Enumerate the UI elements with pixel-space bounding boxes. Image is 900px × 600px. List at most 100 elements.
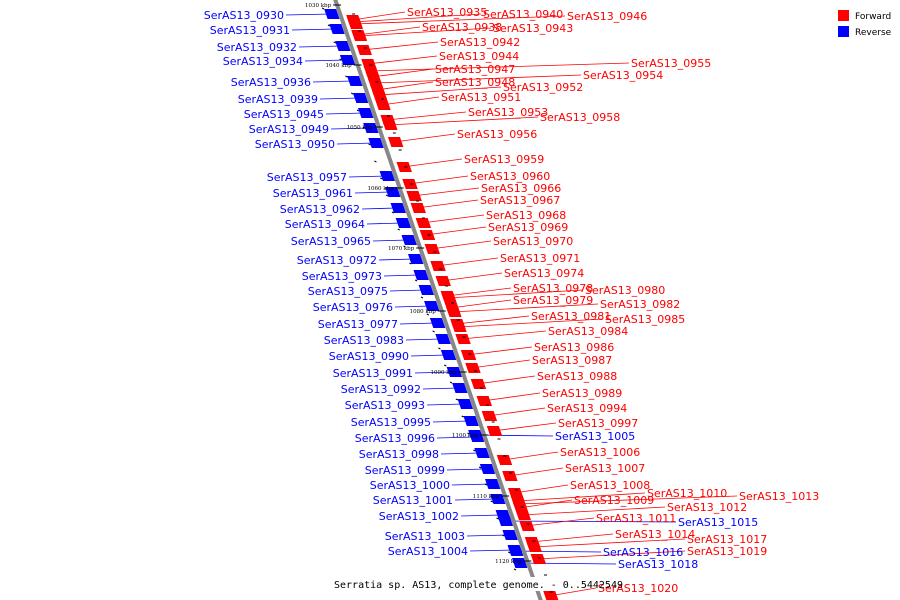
gene-label-seras13-0938[interactable]: SerAS13_0938 xyxy=(422,21,502,34)
gene-label-seras13-0997[interactable]: SerAS13_0997 xyxy=(558,417,638,430)
gene-label-seras13-0984[interactable]: SerAS13_0984 xyxy=(548,325,628,338)
gene-label-seras13-0996[interactable]: SerAS13_0996 xyxy=(355,432,435,445)
gene-label-seras13-1002[interactable]: SerAS13_1002 xyxy=(379,510,459,523)
gene-glyph xyxy=(367,78,384,88)
gene-label-seras13-0980[interactable]: SerAS13_0980 xyxy=(585,284,665,297)
gene-label-seras13-1020[interactable]: SerAS13_1020 xyxy=(598,582,678,595)
gene-label-seras13-0981[interactable]: SerAS13_0981 xyxy=(531,310,611,323)
gene-label-seras13-0947[interactable]: SerAS13_0947 xyxy=(435,63,515,76)
gene-label-seras13-1007[interactable]: SerAS13_1007 xyxy=(565,462,645,475)
axis-ticks: 1030 kbp 1040 kbp 1050 kbp 1060 kbp 1070 kbp… xyxy=(305,3,532,565)
gene-connector xyxy=(377,86,502,96)
gene-label-seras13-0967[interactable]: SerAS13_0967 xyxy=(480,194,560,207)
gene-label-seras13-0940[interactable]: SerAS13_0940 xyxy=(483,8,563,21)
gene-label-seras13-0992[interactable]: SerAS13_0992 xyxy=(341,383,421,396)
gene-label-seras13-0930[interactable]: SerAS13_0930 xyxy=(204,9,284,22)
gene-label-seras13-0994[interactable]: SerAS13_0994 xyxy=(547,402,627,415)
gene-label-seras13-0944[interactable]: SerAS13_0944 xyxy=(439,50,519,63)
gene-label-seras13-1001[interactable]: SerAS13_1001 xyxy=(373,494,453,507)
gene-label-seras13-0982[interactable]: SerAS13_0982 xyxy=(600,298,680,311)
gene-label-seras13-0966[interactable]: SerAS13_0966 xyxy=(481,182,561,195)
gene-label-seras13-0991[interactable]: SerAS13_0991 xyxy=(333,367,413,380)
gene-label-seras13-0957[interactable]: SerAS13_0957 xyxy=(267,171,347,184)
gene-label-seras13-1019[interactable]: SerAS13_1019 xyxy=(687,545,767,558)
gene-label-seras13-1003[interactable]: SerAS13_1003 xyxy=(385,530,465,543)
gene-glyph xyxy=(352,93,369,103)
gene-label-seras13-0976[interactable]: SerAS13_0976 xyxy=(313,301,393,314)
gene-label-seras13-1013[interactable]: SerAS13_1013 xyxy=(739,490,819,503)
gene-label-seras13-0972[interactable]: SerAS13_0972 xyxy=(297,254,377,267)
gene-label-seras13-0968[interactable]: SerAS13_0968 xyxy=(486,209,566,222)
gene-labels[interactable]: SerAS13_0930SerAS13_0931SerAS13_0932SerA… xyxy=(204,6,820,595)
gene-label-seras13-1000[interactable]: SerAS13_1000 xyxy=(370,479,450,492)
gene-label-seras13-0952[interactable]: SerAS13_0952 xyxy=(503,81,583,94)
gene-label-seras13-0962[interactable]: SerAS13_0962 xyxy=(280,203,360,216)
gene-label-seras13-0990[interactable]: SerAS13_0990 xyxy=(329,350,409,363)
gene-label-seras13-1011[interactable]: SerAS13_1011 xyxy=(596,512,676,525)
gene-label-seras13-0954[interactable]: SerAS13_0954 xyxy=(583,69,663,82)
gene-label-seras13-0931[interactable]: SerAS13_0931 xyxy=(210,24,290,37)
gene-label-seras13-0971[interactable]: SerAS13_0971 xyxy=(500,252,580,265)
gene-label-seras13-0970[interactable]: SerAS13_0970 xyxy=(493,235,573,248)
gene-label-seras13-0961[interactable]: SerAS13_0961 xyxy=(273,187,353,200)
gene-label-seras13-0974[interactable]: SerAS13_0974 xyxy=(504,267,584,280)
gene-label-seras13-0959[interactable]: SerAS13_0959 xyxy=(464,153,544,166)
gene-label-seras13-0951[interactable]: SerAS13_0951 xyxy=(441,91,521,104)
gene-label-seras13-0975[interactable]: SerAS13_0975 xyxy=(308,285,388,298)
gene-label-seras13-0960[interactable]: SerAS13_0960 xyxy=(470,170,550,183)
gene-glyph xyxy=(502,530,518,540)
gene-label-seras13-0953[interactable]: SerAS13_0953 xyxy=(468,106,548,119)
gene-label-seras13-1010[interactable]: SerAS13_1010 xyxy=(647,487,727,500)
gene-label-seras13-0950[interactable]: SerAS13_0950 xyxy=(255,138,335,151)
gene-label-seras13-0934[interactable]: SerAS13_0934 xyxy=(223,55,303,68)
gene-label-seras13-0949[interactable]: SerAS13_0949 xyxy=(249,123,329,136)
gene-label-seras13-0936[interactable]: SerAS13_0936 xyxy=(231,76,311,89)
gene-label-seras13-0969[interactable]: SerAS13_0969 xyxy=(488,221,568,234)
gene-label-seras13-1004[interactable]: SerAS13_1004 xyxy=(388,545,468,558)
gene-label-seras13-0998[interactable]: SerAS13_0998 xyxy=(359,448,439,461)
gene-label-seras13-1008[interactable]: SerAS13_1008 xyxy=(570,479,650,492)
track-mark xyxy=(484,483,488,486)
gene-label-seras13-0999[interactable]: SerAS13_0999 xyxy=(365,464,445,477)
gene-label-seras13-0983[interactable]: SerAS13_0983 xyxy=(324,334,404,347)
gene-label-seras13-0978[interactable]: SerAS13_0978 xyxy=(513,282,593,295)
gene-label-seras13-1014[interactable]: SerAS13_1014 xyxy=(615,528,695,541)
gene-label-seras13-0986[interactable]: SerAS13_0986 xyxy=(534,341,614,354)
gene-label-seras13-0956[interactable]: SerAS13_0956 xyxy=(457,128,537,141)
gene-label-seras13-1015[interactable]: SerAS13_1015 xyxy=(678,516,758,529)
gene-label-seras13-1018[interactable]: SerAS13_1018 xyxy=(618,558,698,571)
gene-label-seras13-0989[interactable]: SerAS13_0989 xyxy=(542,387,622,400)
gene-label-seras13-1005[interactable]: SerAS13_1005 xyxy=(555,430,635,443)
gene-label-seras13-0964[interactable]: SerAS13_0964 xyxy=(285,218,365,231)
gene-label-seras13-0946[interactable]: SerAS13_0946 xyxy=(567,10,647,23)
gene-glyph xyxy=(497,516,514,526)
gene-label-seras13-0973[interactable]: SerAS13_0973 xyxy=(302,270,382,283)
gene-label-seras13-1009[interactable]: SerAS13_1009 xyxy=(574,494,654,507)
gene-label-seras13-0988[interactable]: SerAS13_0988 xyxy=(537,370,617,383)
gene-label-seras13-0943[interactable]: SerAS13_0943 xyxy=(493,22,573,35)
gene-label-seras13-1012[interactable]: SerAS13_1012 xyxy=(667,501,747,514)
gene-label-seras13-0935[interactable]: SerAS13_0935 xyxy=(407,6,487,19)
gene-label-seras13-1016[interactable]: SerAS13_1016 xyxy=(603,546,683,559)
gene-label-seras13-0958[interactable]: SerAS13_0958 xyxy=(540,111,620,124)
gene-label-seras13-0995[interactable]: SerAS13_0995 xyxy=(351,416,431,429)
gene-label-seras13-0932[interactable]: SerAS13_0932 xyxy=(217,41,297,54)
gene-label-seras13-0987[interactable]: SerAS13_0987 xyxy=(532,354,612,367)
gene-label-seras13-1017[interactable]: SerAS13_1017 xyxy=(687,533,767,546)
gene-glyph xyxy=(351,31,368,41)
gene-label-seras13-0979[interactable]: SerAS13_0979 xyxy=(513,294,593,307)
gene-label-seras13-0942[interactable]: SerAS13_0942 xyxy=(440,36,520,49)
gene-label-seras13-0965[interactable]: SerAS13_0965 xyxy=(291,235,371,248)
gene-label-seras13-0993[interactable]: SerAS13_0993 xyxy=(345,399,425,412)
gene-label-seras13-0948[interactable]: SerAS13_0948 xyxy=(435,76,515,89)
gene-connector xyxy=(516,492,646,502)
gene-label-seras13-0945[interactable]: SerAS13_0945 xyxy=(244,108,324,121)
gene-label-seras13-1006[interactable]: SerAS13_1006 xyxy=(560,446,640,459)
gene-label-seras13-0955[interactable]: SerAS13_0955 xyxy=(631,57,711,70)
track-mark xyxy=(362,126,366,129)
gene-label-seras13-0985[interactable]: SerAS13_0985 xyxy=(605,313,685,326)
gene-connector xyxy=(530,533,614,543)
gene-label-seras13-0939[interactable]: SerAS13_0939 xyxy=(238,93,318,106)
genome-axis xyxy=(333,0,543,600)
gene-label-seras13-0977[interactable]: SerAS13_0977 xyxy=(318,318,398,331)
